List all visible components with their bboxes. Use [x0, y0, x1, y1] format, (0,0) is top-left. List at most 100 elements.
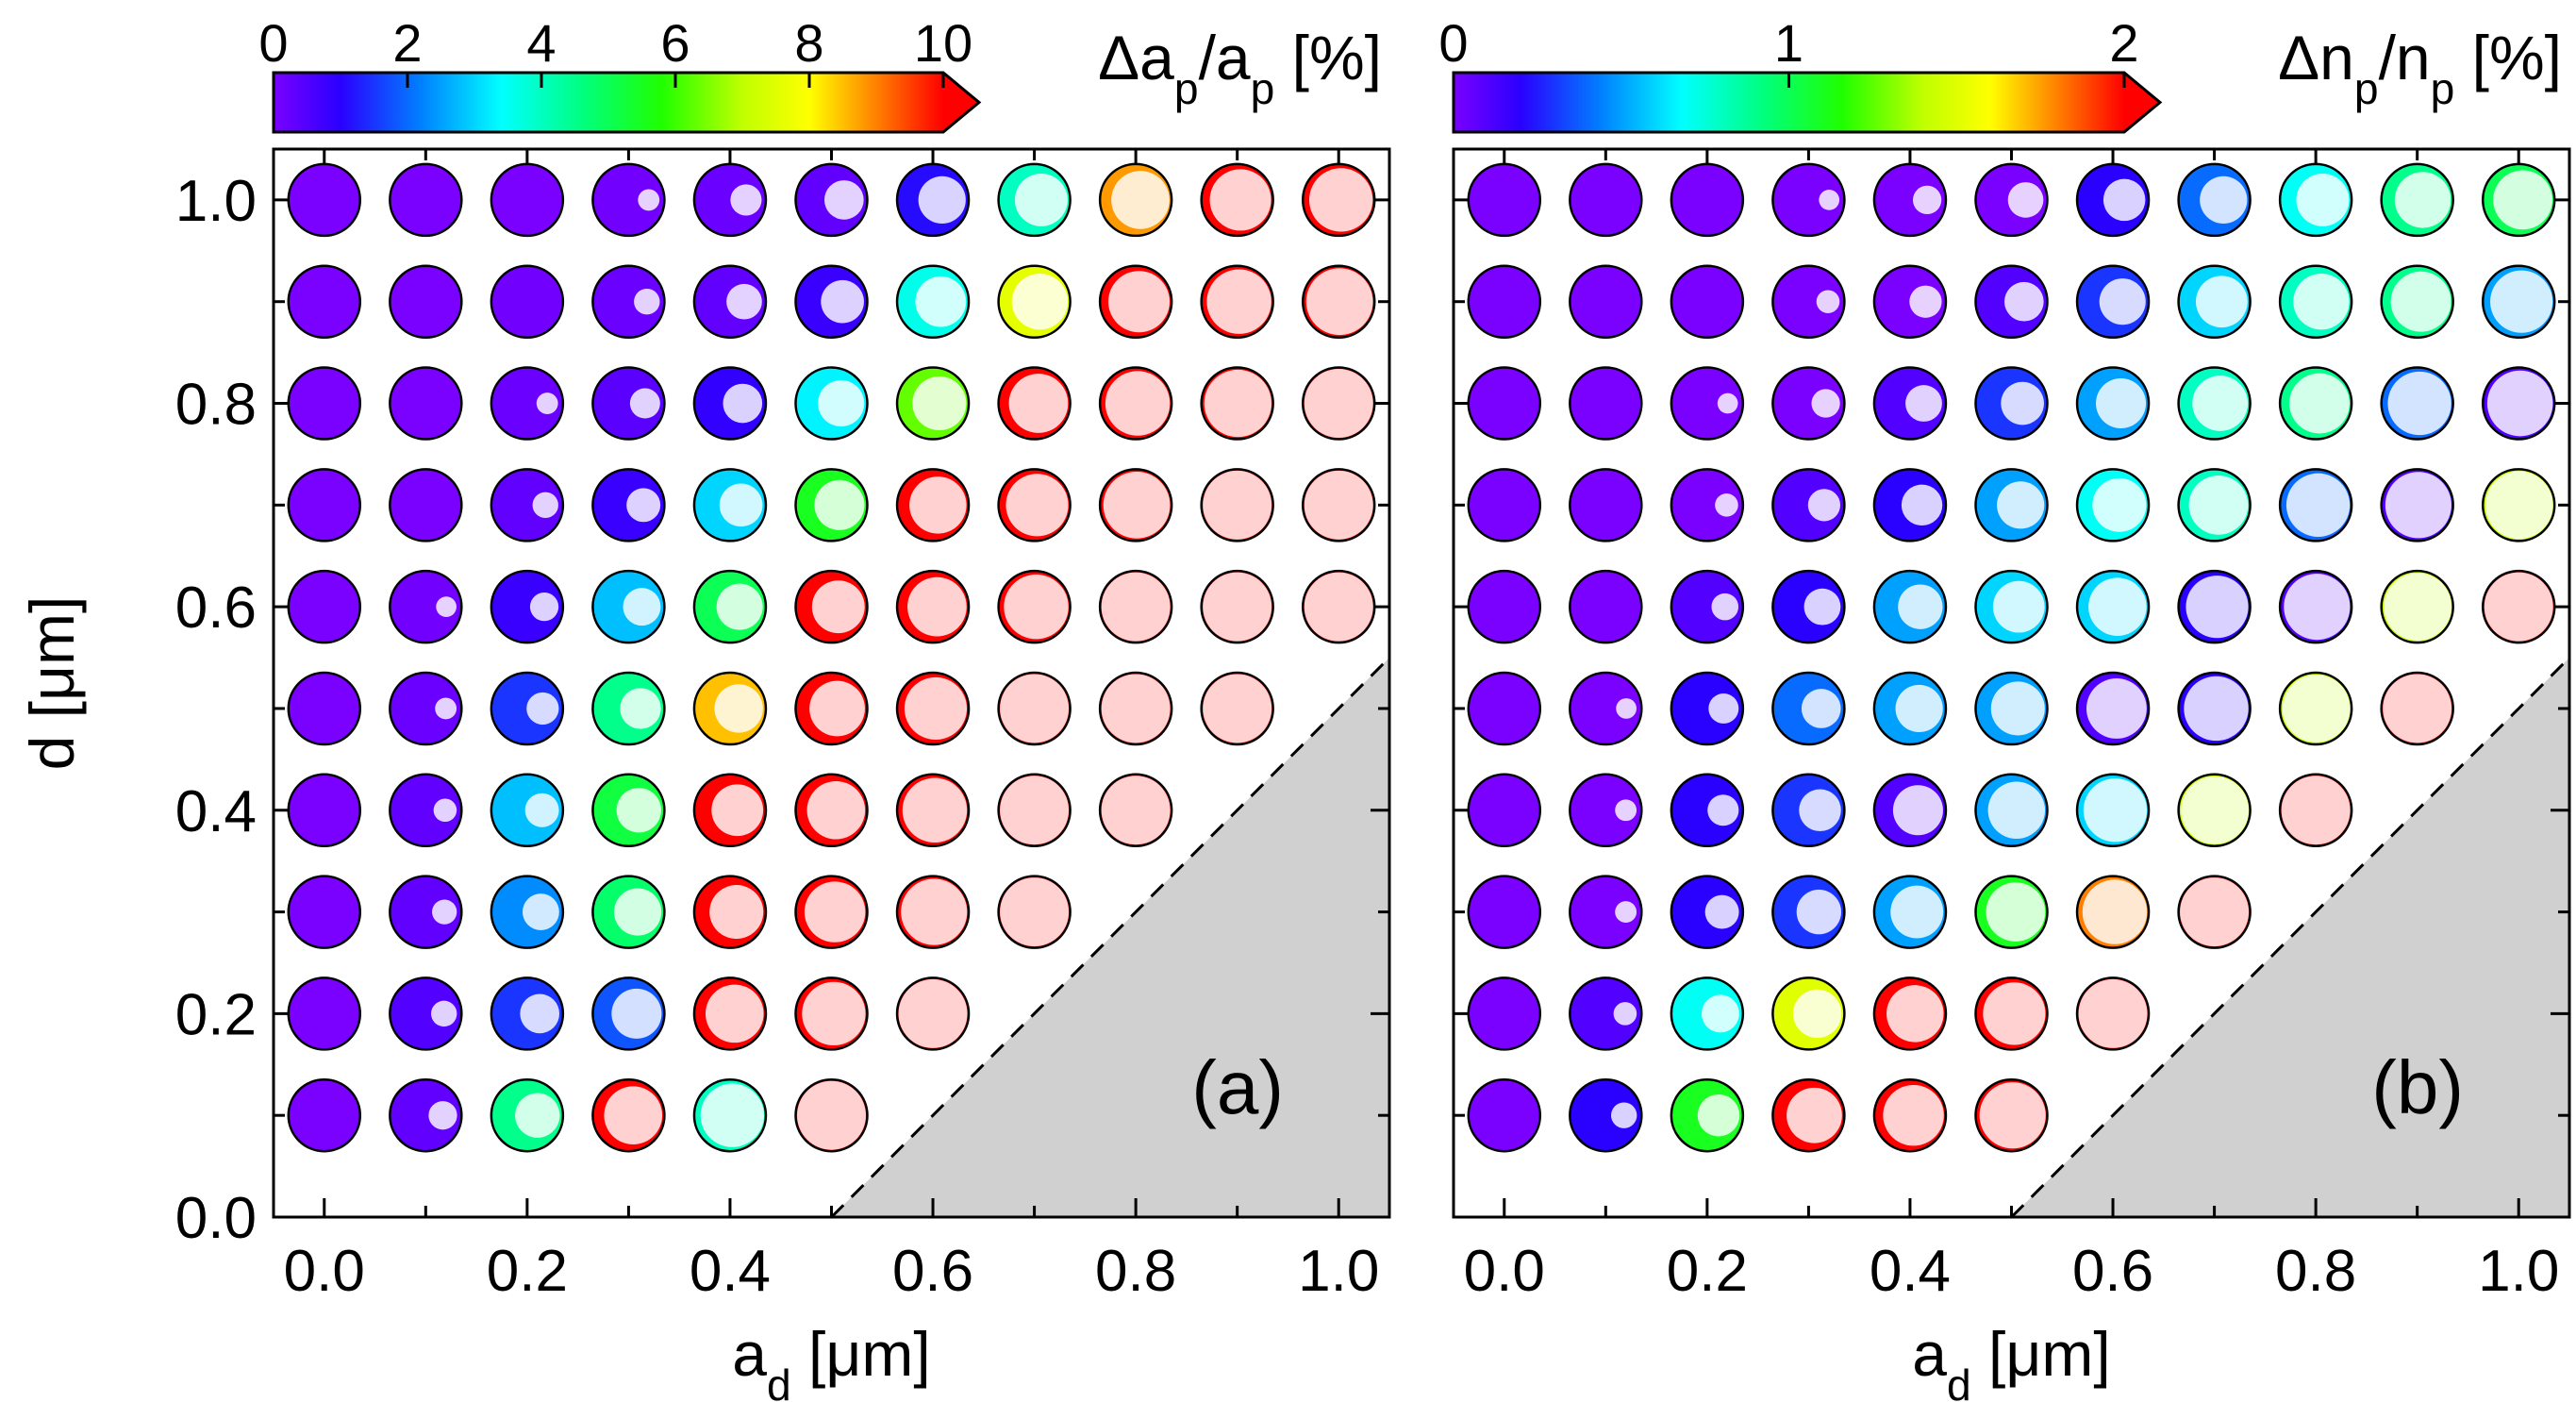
data-point	[1974, 976, 2049, 1051]
data-point	[1974, 468, 2049, 542]
colorbar-tick-label: 2	[2109, 13, 2138, 73]
marker-inner	[1898, 584, 1943, 629]
data-point	[2075, 366, 2151, 441]
marker-inner	[1616, 698, 1637, 719]
data-point	[2278, 366, 2353, 441]
marker-inner	[1986, 882, 2046, 942]
marker-inner	[1000, 776, 1070, 845]
marker-inner	[1708, 693, 1739, 724]
marker-outer	[1467, 773, 1542, 848]
marker-outer	[287, 773, 362, 848]
marker-outer	[1569, 264, 1643, 339]
marker-inner	[2086, 678, 2147, 739]
marker-inner	[2192, 376, 2249, 431]
data-point	[1467, 875, 1542, 949]
data-point	[1200, 264, 1274, 339]
marker-inner	[638, 189, 660, 211]
data-point	[1670, 569, 1745, 644]
data-point	[2481, 569, 2556, 644]
data-point	[1974, 671, 2049, 746]
marker-outer	[1467, 671, 1542, 746]
marker-inner	[1711, 593, 1739, 621]
data-point	[1301, 468, 1376, 542]
marker-inner	[2285, 473, 2351, 537]
forbidden-region	[831, 658, 1389, 1217]
data-point	[895, 773, 971, 848]
marker-inner	[2390, 271, 2451, 332]
marker-inner	[1111, 171, 1170, 229]
marker-inner	[1304, 369, 1373, 439]
y-axis-title: d [μm]	[17, 596, 87, 771]
marker-inner	[907, 576, 967, 637]
marker-inner	[2293, 274, 2350, 330]
marker-inner	[2296, 173, 2350, 226]
data-point	[287, 976, 362, 1051]
data-point	[997, 875, 1072, 949]
forbidden-region	[2011, 658, 2569, 1217]
marker-inner	[1707, 794, 1739, 826]
data-point	[2380, 569, 2454, 644]
marker-inner	[705, 984, 764, 1043]
marker-inner	[629, 388, 660, 419]
marker-outer	[287, 1077, 362, 1153]
data-point	[1974, 264, 2049, 339]
marker-outer	[1670, 468, 1745, 542]
marker-outer	[389, 468, 463, 542]
data-point	[389, 773, 463, 848]
marker-inner	[1613, 1002, 1637, 1026]
marker-inner	[1101, 776, 1171, 845]
marker-inner	[1909, 285, 1942, 318]
data-point	[2177, 264, 2252, 339]
marker-inner	[2195, 275, 2248, 328]
marker-inner	[1610, 1102, 1637, 1128]
data-point	[692, 671, 768, 746]
marker-inner	[428, 1101, 457, 1130]
marker-inner	[620, 688, 661, 729]
data-point	[490, 976, 565, 1051]
colorbar-tick-label: 2	[392, 13, 422, 73]
marker-outer	[1670, 162, 1745, 238]
data-point	[1872, 264, 1948, 339]
data-point	[1467, 976, 1542, 1051]
data-point	[1771, 162, 1846, 238]
marker-outer	[1670, 773, 1745, 848]
data-point	[2481, 162, 2556, 238]
data-point	[794, 264, 869, 339]
data-point	[1771, 976, 1846, 1051]
colorbar-title: Δap/ap [%]	[1098, 23, 1382, 113]
data-point	[591, 773, 666, 848]
data-point	[1872, 366, 1948, 441]
data-point	[1974, 162, 2049, 238]
data-point	[2075, 264, 2151, 339]
marker-inner	[1206, 269, 1271, 334]
data-point	[997, 468, 1072, 542]
marker-inner	[613, 888, 662, 936]
x-tick-label: 0.6	[2072, 1239, 2153, 1304]
data-point	[692, 773, 768, 848]
marker-outer	[1771, 264, 1846, 339]
data-point	[287, 569, 362, 644]
data-point	[2278, 162, 2353, 238]
marker-outer	[591, 366, 666, 441]
data-point	[1872, 162, 1948, 238]
data-point	[591, 1077, 666, 1153]
data-point	[1200, 569, 1274, 644]
colorbar-outline	[272, 71, 982, 134]
marker-inner	[1697, 1093, 1740, 1137]
marker-inner	[1615, 799, 1637, 822]
data-point	[997, 773, 1072, 848]
data-point	[1974, 569, 2049, 644]
colorbar-tick-label: 6	[660, 13, 690, 73]
data-point	[490, 773, 565, 848]
data-point	[1569, 773, 1643, 848]
x-tick-label: 1.0	[2478, 1239, 2559, 1304]
marker-inner	[1892, 785, 1943, 836]
data-point	[1098, 264, 1173, 339]
y-tick-label: 0.2	[175, 982, 257, 1047]
marker-outer	[287, 976, 362, 1051]
data-point	[1569, 366, 1643, 441]
marker-outer	[287, 875, 362, 949]
marker-inner	[1105, 371, 1171, 436]
data-point	[895, 264, 971, 339]
data-point	[1771, 366, 1846, 441]
